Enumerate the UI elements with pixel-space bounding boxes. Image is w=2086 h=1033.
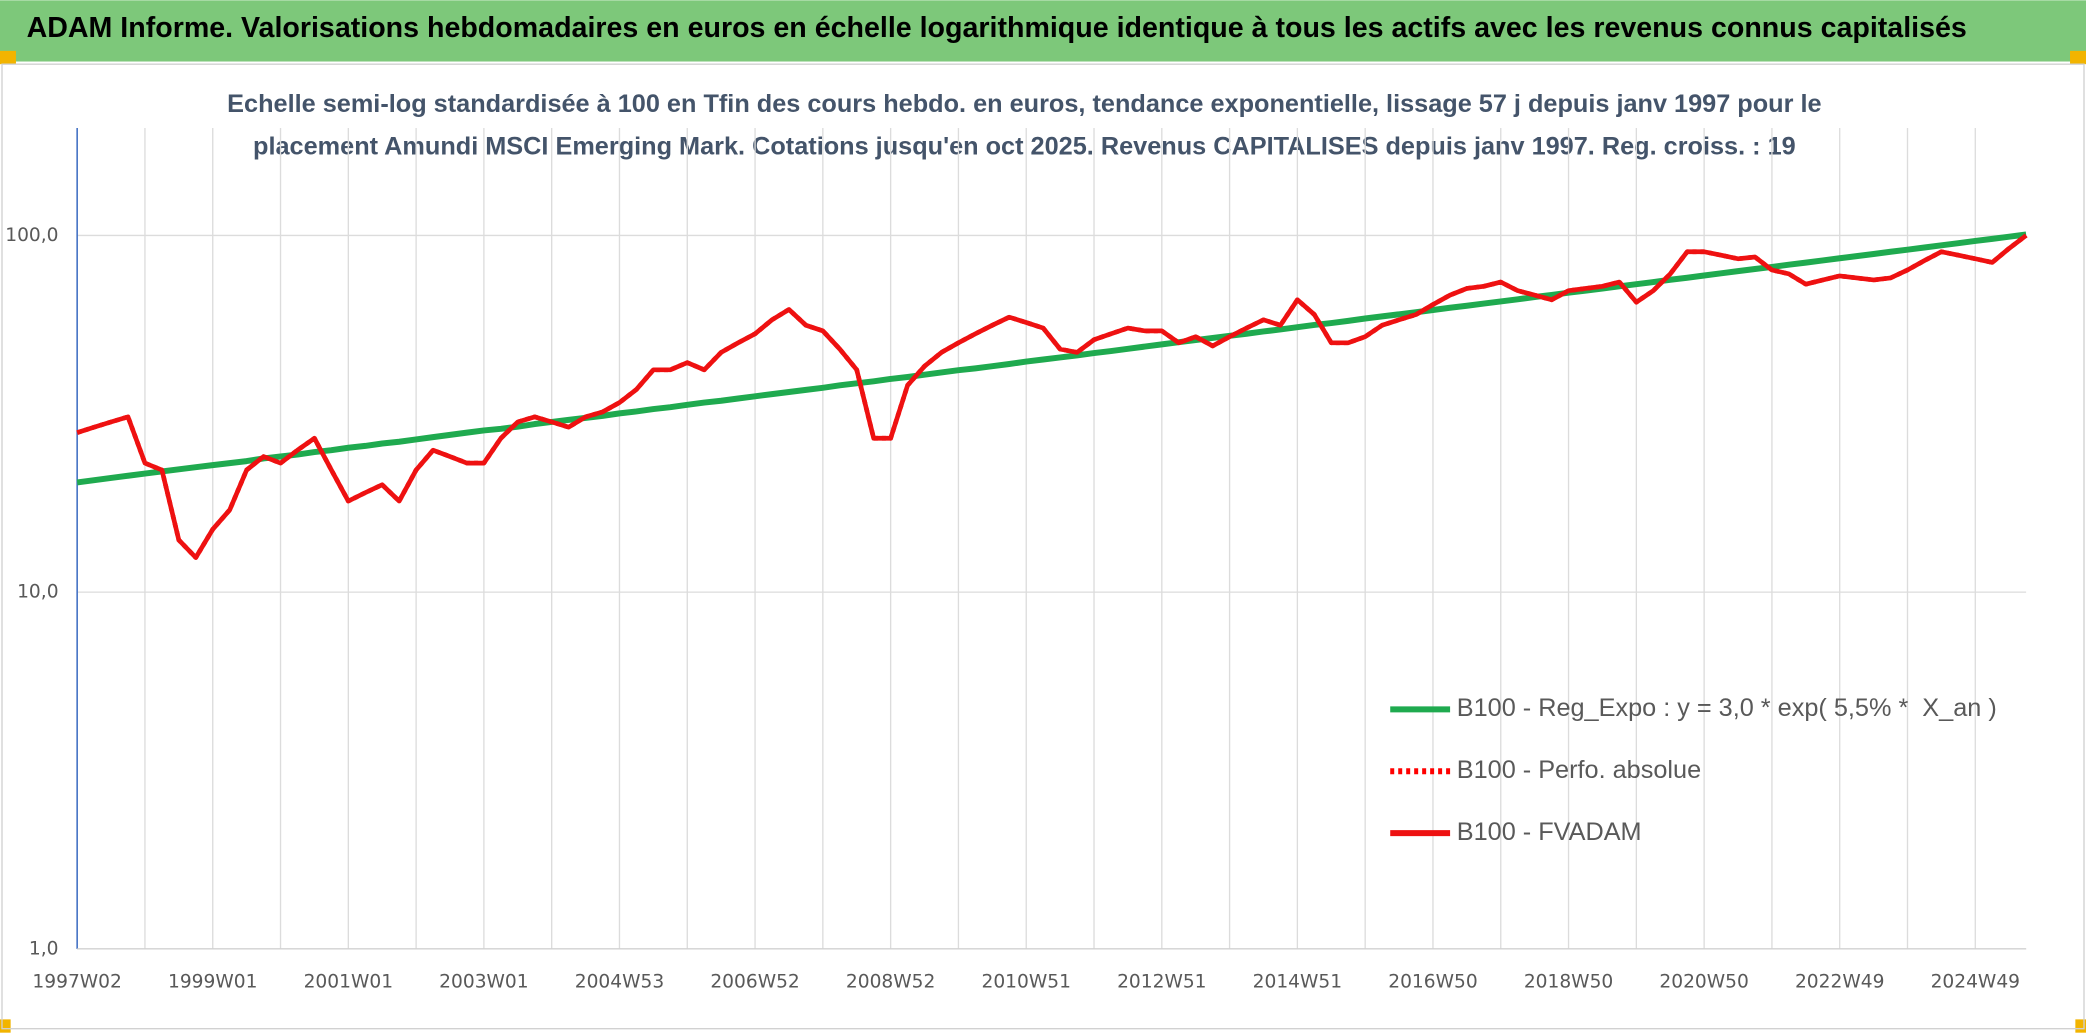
x-tick-label: 2020W50 [1659,972,1748,993]
x-tick-label: 2003W01 [439,972,528,993]
chart-frame [1,63,2085,1030]
y-tick-label: 10,0 [17,582,58,603]
x-tick-label: 2004W53 [575,972,664,993]
header-title: ADAM Informe. Valorisations hebdomadaire… [27,12,1967,44]
legend-label: B100 - FVADAM [1457,818,1642,846]
legend-label: B100 - Perfo. absolue [1457,756,1701,784]
x-tick-label: 2014W51 [1253,972,1342,993]
corner-mark [2075,1019,2086,1033]
x-tick-label: 2024W49 [1931,972,2020,993]
y-tick-label: 100,0 [5,225,58,246]
legend: B100 - Reg_Expo : y = 3,0 * exp( 5,5% * … [1390,694,1997,846]
x-tick-label: 2010W51 [981,972,1070,993]
plot-area [76,231,2028,560]
x-tick-label: 1997W02 [32,972,121,993]
x-tick-label: 2006W52 [710,972,799,993]
corner-mark [0,50,16,65]
legend-label: B100 - Reg_Expo : y = 3,0 * exp( 5,5% * … [1457,694,1997,722]
x-tick-label: 2008W52 [846,972,935,993]
grid: 1,0 10,0 100,0 1997W02 1999W01 2001W01 2003W01… [5,128,2027,993]
x-tick-label: 2012W51 [1117,972,1206,993]
x-tick-label: 2001W01 [304,972,393,993]
series-line [76,233,2028,560]
chart-title: Echelle semi-log standardisée à 100 en T… [227,90,1822,162]
x-tick-label: 1999W01 [168,972,257,993]
x-tick-label: 2018W50 [1524,972,1613,993]
y-tick-label: 1,0 [29,938,59,959]
series-line [76,231,2027,486]
header-bar [0,0,2086,62]
corner-mark [2070,50,2086,65]
title-container: Echelle semi-log standardisée à 100 en T… [227,90,1822,162]
x-tick-label: 2022W49 [1795,972,1884,993]
corner-mark [0,1019,11,1033]
x-tick-label: 2016W50 [1388,972,1477,993]
